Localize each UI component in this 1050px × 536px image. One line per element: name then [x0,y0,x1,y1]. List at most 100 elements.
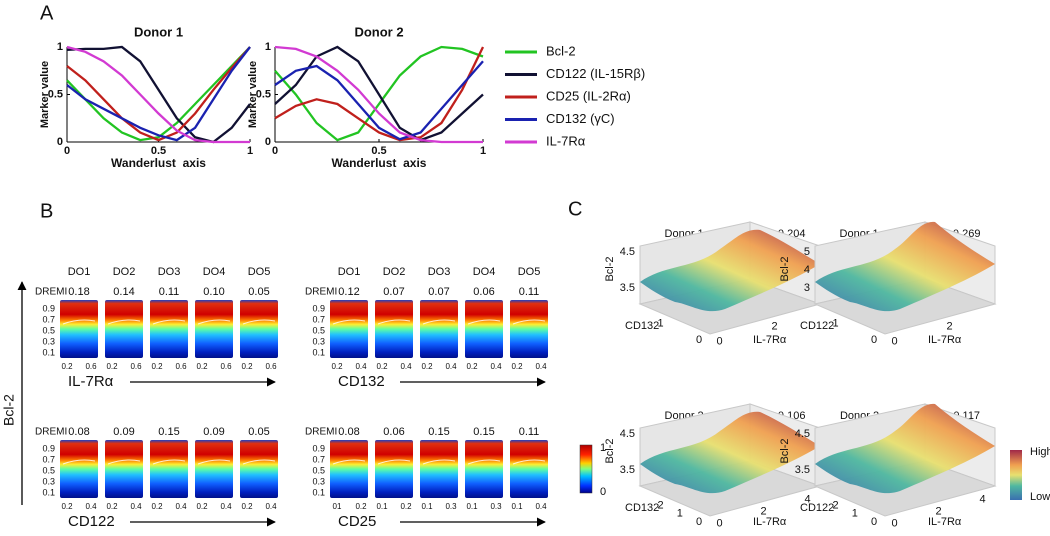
column-header: DO4 [473,266,496,278]
colorbar-tick: 1 [600,442,606,454]
dremi-value: 0.08 [338,426,359,438]
x-tick-label: 0.2 [106,502,118,511]
y-axis-label: Marker value [247,61,259,128]
heatmap [240,440,278,498]
heatmap-trend [512,459,546,465]
x-tick-label: 0.4 [130,502,142,511]
panel-label: C [568,198,582,220]
x-tick-label: 1 [247,145,253,157]
colorbar-label: High [1030,446,1050,458]
x-axis-label: Wanderlust axis [332,156,427,170]
x-tick-label: 0 [64,145,70,157]
column-header: DO5 [248,266,271,278]
z-tick-label: 4.5 [795,428,810,440]
heatmap [195,440,233,498]
x-axis-label: CD122 [800,320,834,332]
marker-label: CD122 [68,513,115,530]
y-tick-label: 4 [804,493,810,505]
line [274,45,483,144]
dremi-value: 0.07 [383,286,404,298]
line [274,45,484,142]
x-tick-label: 0.2 [466,362,478,371]
heatmap-trend [197,459,231,465]
legend-label: CD132 (γC) [546,111,615,126]
x-tick-label: 0.4 [355,362,367,371]
line [66,46,251,142]
x-tick-label: 0.6 [130,362,142,371]
heatmap-trend [422,459,456,465]
x-tick-label: 0.2 [400,502,412,511]
heatmap [105,300,143,358]
z-tick-label: 3 [804,282,810,294]
x-tick-label: 0.4 [265,502,277,511]
heatmap-trend [107,459,141,465]
y-axis-label: IL-7Rα [753,516,787,528]
z-tick-label: 4 [804,264,810,276]
line [274,45,484,142]
dremi-value: 0.15 [158,426,179,438]
y-tick-label: 0 [57,136,63,148]
heatmap-trend [62,459,96,465]
row-tick-label: 0.3 [42,476,55,486]
dremi-value: 0.09 [203,426,224,438]
y-tick-label: 2 [935,505,941,517]
x-tick-label: 1 [677,508,683,520]
y-tick-label: 2 [771,320,777,332]
x-tick-label: 0.1 [376,502,388,511]
heatmap-trend [152,459,186,465]
x-tick-label: 1 [832,317,838,329]
row-tick-label: 0.9 [42,303,55,313]
heatmap-trend [62,319,96,325]
x-tick-label: 0.2 [511,362,523,371]
heatmap-trend [467,459,501,465]
x-tick-label: 0.2 [61,502,73,511]
x-tick-label: 0.4 [85,502,97,511]
dremi-value: 0.06 [383,426,404,438]
x-tick-label: 0.2 [106,362,118,371]
heatmap-colorbar [579,444,593,494]
heatmap-trend [242,459,276,465]
x-tick-label: 0.1 [511,502,523,511]
dremi-label: DREMI [35,427,67,438]
surface [815,221,995,312]
x-tick-label: 0.1 [466,502,478,511]
x-axis-label: CD132 [625,502,659,514]
row-tick-label: 0.7 [42,314,55,324]
heatmap [510,440,548,498]
x-tick-label: 0.1 [421,502,433,511]
x-tick-label: 0.3 [445,502,457,511]
x-tick-label: 0 [272,145,278,157]
x-tick-label: 0.4 [175,502,187,511]
row-tick-label: 0.5 [42,465,55,475]
y-tick-label: 0.5 [48,88,63,100]
heatmap [420,440,458,498]
line [66,45,250,144]
heatmap [330,440,368,498]
surface [640,229,820,312]
heatmap-trend [332,319,366,325]
heatmap [60,300,98,358]
marker-label: CD25 [338,513,376,530]
row-tick-label: 0.7 [42,454,55,464]
dremi-value: 0.15 [473,426,494,438]
z-tick-label: 3.5 [795,464,810,476]
heatmap-trend [107,319,141,325]
x-tick-label: 1 [852,508,858,520]
x-tick-label: 0.6 [175,362,187,371]
heatmap-trend [422,319,456,325]
heatmap-trend [377,319,411,325]
x-tick-label: 1 [480,145,486,157]
line [66,45,251,144]
z-tick-label: 4.5 [620,428,635,440]
row-tick-label: 0.1 [42,347,55,357]
x-tick-label: 0.2 [241,362,253,371]
dremi-value: 0.14 [113,286,134,298]
z-tick-label: 3.5 [620,464,635,476]
z-axis-label: Bcl-2 [779,438,791,463]
dremi-value: 0.05 [248,286,269,298]
column-header: DO4 [203,266,226,278]
row-tick-label: 0.9 [312,443,325,453]
legend-label: Bcl-2 [546,43,576,58]
heatmap-trend [152,319,186,325]
